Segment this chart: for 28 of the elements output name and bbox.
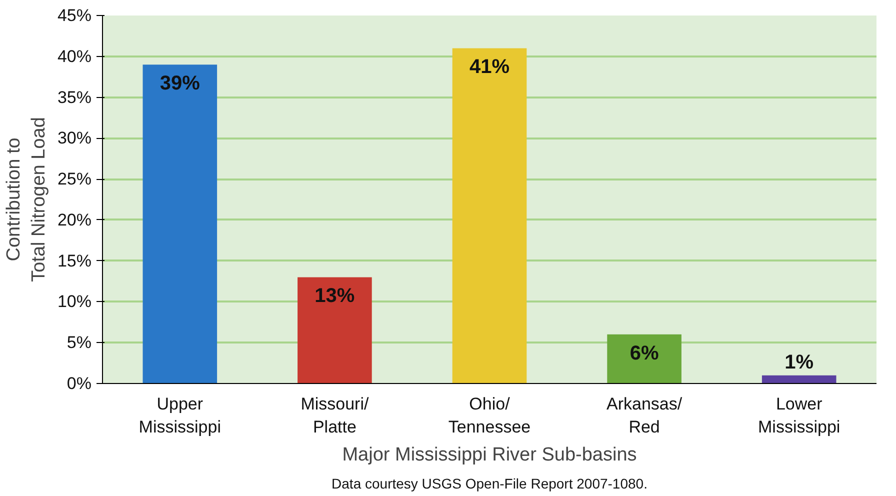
x-tick-label: Upper Mississippi <box>138 394 221 436</box>
y-tick-label: 40% <box>57 46 92 66</box>
y-tick-label: 35% <box>57 88 92 107</box>
x-axis-title: Major Mississippi River Sub-basins <box>342 444 637 466</box>
x-tick-label: Arkansas/ Red <box>606 394 682 436</box>
y-tick-label: 0% <box>66 374 92 393</box>
y-tick-label: 45% <box>57 6 92 25</box>
bar <box>142 64 218 384</box>
data-label: 39% <box>160 72 200 95</box>
y-tick-label: 30% <box>57 128 92 148</box>
x-tick-label: Ohio/ Tennessee <box>448 394 531 436</box>
bar <box>298 277 372 384</box>
y-axis-title: Contribution to Total Nitrogen Load <box>3 117 50 282</box>
text: Data courtesy USGS Open-File Report 2007-1080. <box>332 476 648 492</box>
y-tick-label: 25% <box>57 170 92 189</box>
data-label: 1% <box>784 351 814 374</box>
data-label: 13% <box>314 285 355 308</box>
bar <box>762 375 836 384</box>
y-tick-label: 15% <box>57 251 92 270</box>
bar <box>607 334 682 384</box>
y-tick-label: 10% <box>57 292 92 312</box>
y-tick-label: 5% <box>66 333 92 352</box>
x-tick-label: Lower Mississippi <box>758 394 840 436</box>
bar <box>452 48 527 384</box>
y-tick-label: 20% <box>57 210 92 230</box>
data-label: 41% <box>469 56 510 78</box>
x-tick-label: Missouri/ Platte <box>300 394 369 436</box>
data-label: 6% <box>630 342 659 364</box>
